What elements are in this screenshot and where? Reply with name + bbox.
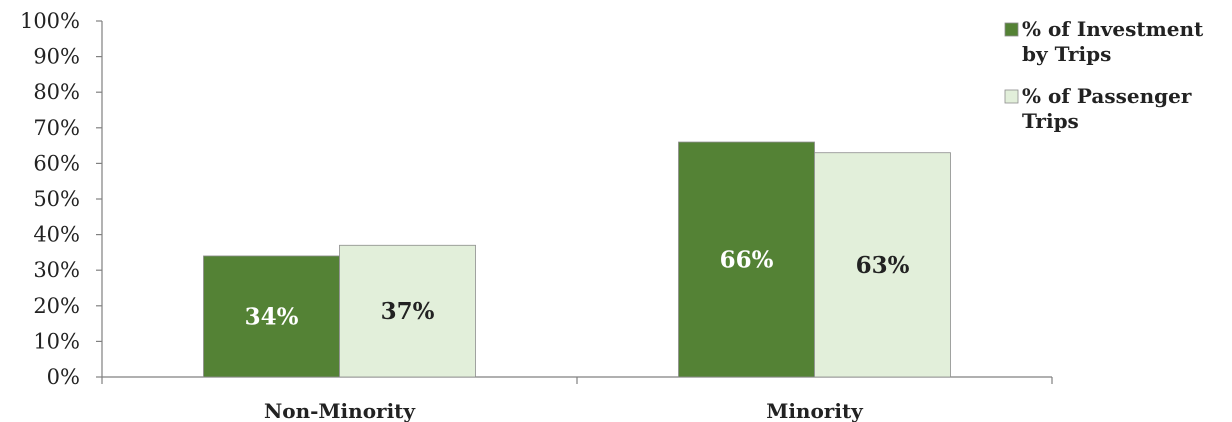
legend-label: % of Passenger [1022, 84, 1192, 108]
data-label: 34% [245, 303, 299, 330]
legend-label: by Trips [1022, 42, 1111, 66]
bar [203, 255, 340, 378]
x-tick-label: Non-Minority [264, 399, 416, 422]
data-label: 37% [381, 298, 435, 325]
y-tick-label: 20% [33, 294, 80, 318]
bar [339, 244, 476, 378]
y-tick-label: 10% [33, 329, 80, 353]
x-tick-label: Minority [766, 399, 864, 422]
y-tick-label: 70% [33, 116, 80, 140]
legend-swatch [1004, 89, 1019, 104]
y-tick-label: 80% [33, 80, 80, 104]
data-label: 63% [856, 252, 910, 279]
legend-swatch [1004, 22, 1019, 37]
legend-label: % of Investment [1022, 17, 1204, 41]
bar [814, 152, 951, 378]
y-tick-label: 0% [47, 365, 80, 389]
y-tick-label: 30% [33, 258, 80, 282]
y-tick-label: 90% [33, 45, 80, 69]
y-tick-label: 50% [33, 187, 80, 211]
bars: 34% 37% 66% 63% [203, 141, 951, 378]
legend-label: Trips [1022, 109, 1079, 133]
bar [678, 141, 815, 378]
y-tick-label: 40% [33, 223, 80, 247]
data-label: 66% [720, 247, 774, 274]
y-tick-label: 60% [33, 151, 80, 175]
y-tick-label: 100% [20, 9, 80, 33]
y-axis: 0% 10% 20% 30% 40% 50% 60% 70% 80% 90% 100% [20, 9, 103, 389]
x-axis: Non-Minority Minority [101, 376, 1053, 422]
